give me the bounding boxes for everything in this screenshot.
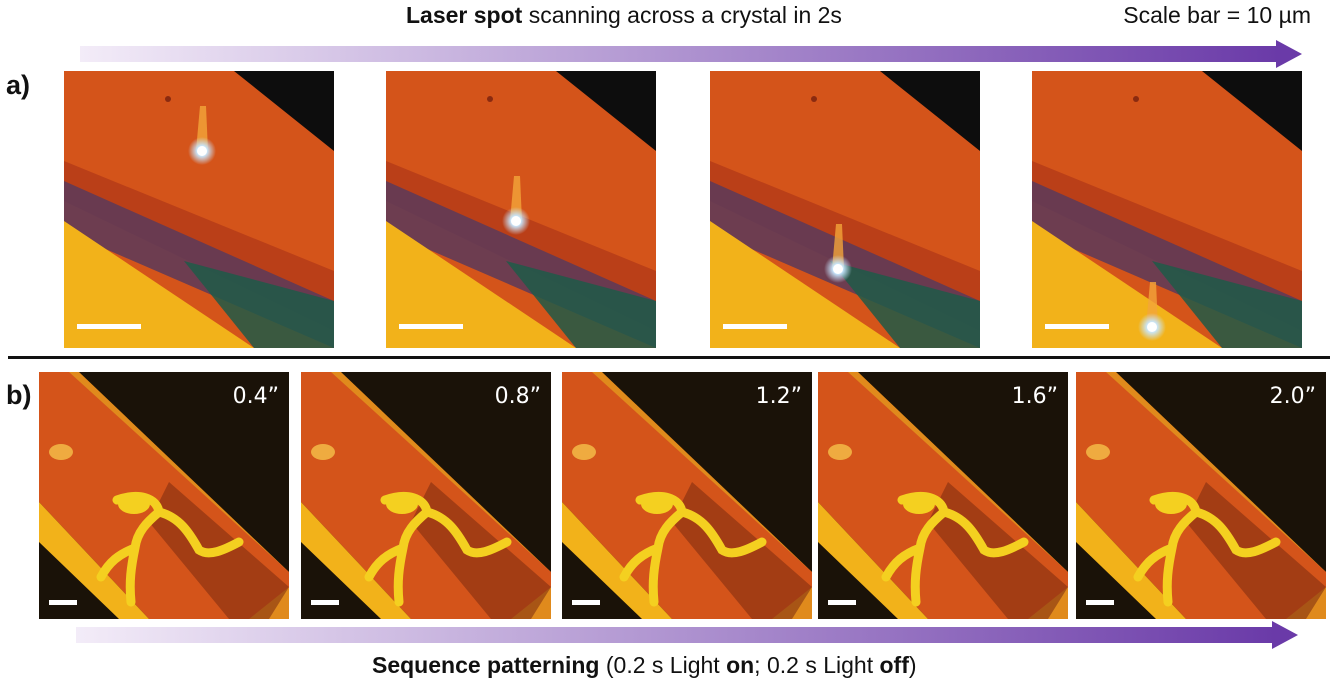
scale-bar	[572, 600, 600, 605]
timestamp-label: 0.8”	[494, 384, 541, 409]
dark-corner	[234, 71, 334, 151]
crystal-image-b-2	[301, 372, 551, 619]
crystal-image-a-3	[710, 71, 980, 348]
dark-corner	[880, 71, 980, 151]
scale-bar	[77, 324, 141, 329]
timestamp-label: 1.6”	[1011, 384, 1058, 409]
top-title-rest: scanning across a crystal in 2s	[522, 2, 842, 28]
crystal-image-b-3	[562, 372, 812, 619]
bottom-gradient-arrow	[76, 621, 1298, 649]
scale-bar	[311, 600, 339, 605]
scale-bar	[49, 600, 77, 605]
crystal-image-a-1	[64, 71, 334, 348]
micrograph-a-4	[1032, 71, 1302, 348]
panel-label-a: a)	[6, 70, 31, 100]
top-gradient-arrow	[80, 40, 1302, 68]
scale-bar-note: Scale bar = 10 µm	[1123, 2, 1311, 28]
crystal-image-b-1	[39, 372, 289, 619]
micrograph-b-1: 0.4”	[39, 372, 289, 619]
scale-bar	[1045, 324, 1109, 329]
top-title-bold: Laser spot	[406, 2, 523, 28]
micrograph-b-3: 1.2”	[562, 372, 812, 619]
bottom-title-bold-1: Sequence patterning	[372, 652, 600, 678]
dark-corner	[1202, 71, 1302, 151]
timestamp-label: 0.4”	[232, 384, 279, 409]
timestamp-label: 1.2”	[755, 384, 802, 409]
dark-corner	[556, 71, 656, 151]
top-title: Laser spot scanning across a crystal in …	[406, 2, 842, 29]
scale-bar	[399, 324, 463, 329]
micrograph-b-4: 1.6”	[818, 372, 1068, 619]
scale-bar	[1086, 600, 1114, 605]
scale-bar	[723, 324, 787, 329]
panel-divider	[8, 356, 1330, 359]
timestamp-label: 2.0”	[1269, 384, 1316, 409]
micrograph-a-2	[386, 71, 656, 348]
micrograph-b-5: 2.0”	[1076, 372, 1326, 619]
panel-label-b: b)	[6, 380, 32, 410]
crystal-image-b-4	[818, 372, 1068, 619]
micrograph-b-2: 0.8”	[301, 372, 551, 619]
bottom-title-text-3: )	[908, 652, 917, 678]
scale-bar	[828, 600, 856, 605]
bottom-title-text-2: ; 0.2 s Light	[754, 652, 880, 678]
micrograph-a-3	[710, 71, 980, 348]
bottom-title-text-1: (0.2 s Light	[599, 652, 727, 678]
crystal-image-a-4	[1032, 71, 1302, 348]
bottom-title-bold-on: on	[726, 652, 755, 678]
crystal-image-b-5	[1076, 372, 1326, 619]
micrograph-a-1	[64, 71, 334, 348]
bottom-title-bold-off: off	[879, 652, 909, 678]
crystal-image-a-2	[386, 71, 656, 348]
bottom-title: Sequence patterning (0.2 s Light on; 0.2…	[372, 652, 917, 679]
